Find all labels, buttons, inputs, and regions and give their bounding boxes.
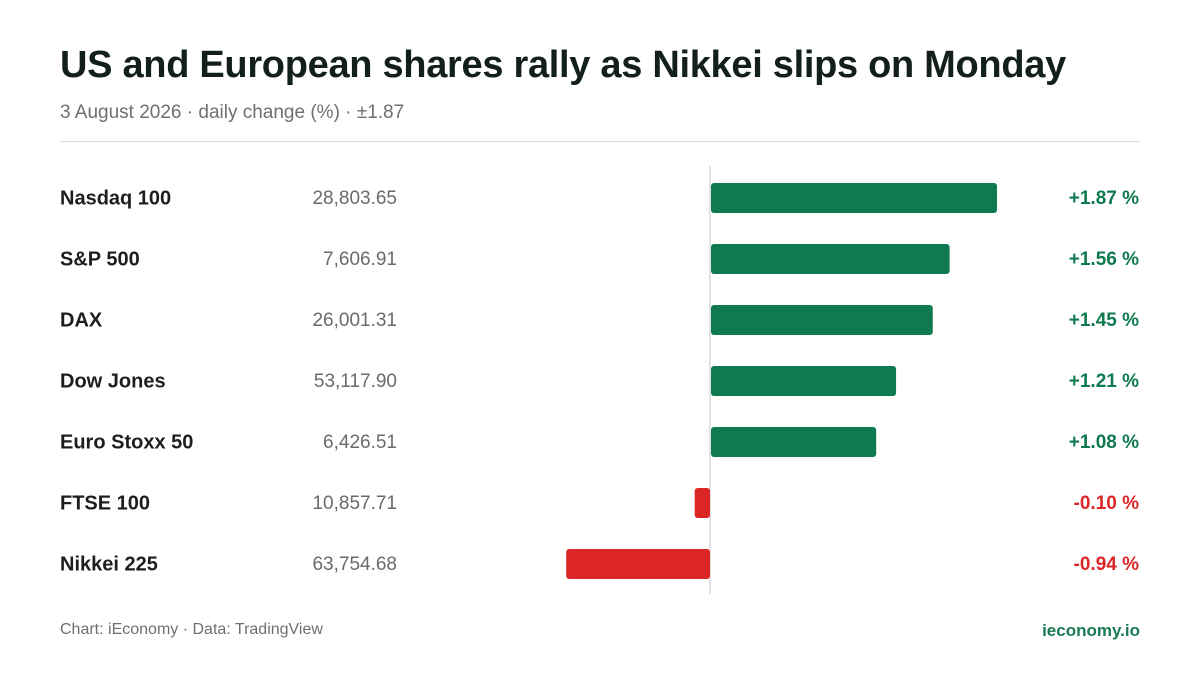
change-bar (711, 183, 997, 213)
change-value-label: +1.08 % (1069, 432, 1139, 453)
index-level-label: 6,426.51 (323, 432, 397, 453)
index-name-label: FTSE 100 (60, 492, 150, 514)
change-value-label: +1.21 % (1069, 371, 1139, 392)
change-value-label: -0.10 % (1074, 493, 1140, 514)
change-bar (566, 549, 710, 579)
index-name-label: DAX (60, 309, 103, 331)
index-level-label: 10,857.71 (312, 493, 397, 514)
index-name-label: Dow Jones (60, 370, 166, 392)
change-value-label: +1.45 % (1069, 310, 1139, 331)
change-bar (711, 366, 897, 396)
chart-subtitle: 3 August 2026 · daily change (%) · ±1.87 (60, 102, 405, 123)
header-divider (60, 141, 1140, 142)
chart-title: US and European shares rally as Nikkei s… (60, 44, 1066, 86)
index-level-label: 7,606.91 (323, 249, 397, 270)
index-level-label: 53,117.90 (314, 371, 397, 392)
brand-link[interactable]: ieconomy.io (1042, 621, 1140, 640)
index-name-label: Euro Stoxx 50 (60, 431, 193, 453)
index-name-label: Nasdaq 100 (60, 187, 171, 209)
index-level-label: 26,001.31 (312, 310, 397, 331)
source-credit: Chart: iEconomy · Data: TradingView (60, 621, 323, 638)
index-level-label: 28,803.65 (312, 188, 397, 209)
index-name-label: S&P 500 (60, 248, 140, 270)
change-value-label: +1.87 % (1069, 188, 1139, 209)
index-name-label: Nikkei 225 (60, 553, 158, 575)
change-bar (711, 305, 933, 335)
change-bar (694, 488, 710, 518)
change-value-label: +1.56 % (1069, 249, 1139, 270)
change-value-label: -0.94 % (1074, 554, 1140, 575)
change-bar (711, 427, 877, 457)
change-bar (711, 244, 950, 274)
index-level-label: 63,754.68 (312, 554, 397, 575)
